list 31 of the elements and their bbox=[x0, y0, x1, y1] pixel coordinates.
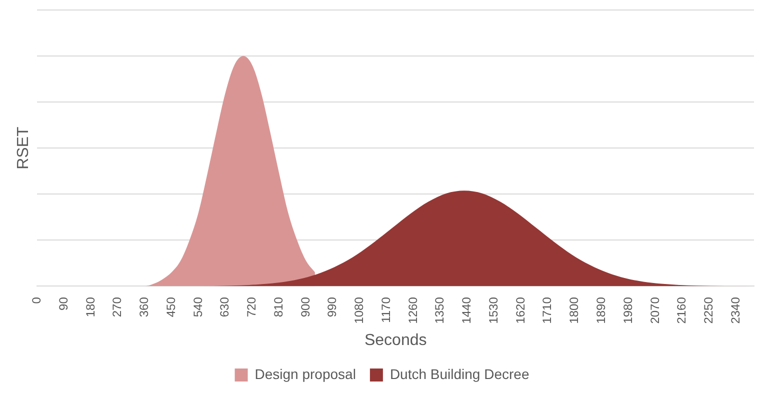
x-tick-label: 1620 bbox=[513, 296, 528, 324]
x-tick-label: 450 bbox=[164, 296, 178, 318]
x-tick-label: 1710 bbox=[540, 296, 554, 324]
x-tick-label: 270 bbox=[110, 296, 124, 318]
x-tick-label: 1080 bbox=[352, 296, 366, 324]
x-tick-label: 990 bbox=[325, 296, 340, 318]
x-tick-label: 2160 bbox=[674, 296, 689, 324]
x-tick-label: 900 bbox=[298, 296, 312, 318]
x-tick-label: 1170 bbox=[378, 296, 393, 323]
x-tick-label: 360 bbox=[137, 296, 152, 318]
x-tick-label: 1440 bbox=[460, 296, 474, 324]
x-tick-label: 2340 bbox=[728, 296, 742, 324]
x-tick-label: 1530 bbox=[486, 296, 500, 324]
x-tick-label: 720 bbox=[244, 296, 259, 318]
x-tick-label: 1800 bbox=[567, 296, 582, 324]
legend-label: Dutch Building Decree bbox=[390, 366, 530, 382]
x-tick-label: 1260 bbox=[406, 296, 420, 324]
x-tick-label: 90 bbox=[56, 296, 70, 310]
x-tick-label: 2070 bbox=[648, 296, 662, 324]
x-tick-label: 1890 bbox=[594, 296, 608, 324]
x-tick-label: 1350 bbox=[432, 296, 447, 324]
x-tick-label: 2250 bbox=[702, 296, 716, 324]
x-tick-label: 0 bbox=[30, 296, 44, 304]
x-tick-label: 180 bbox=[83, 296, 98, 318]
x-tick-label: 1980 bbox=[620, 296, 635, 324]
x-tick-label: 810 bbox=[271, 296, 286, 318]
x-tick-label: 540 bbox=[190, 296, 205, 318]
x-axis-title: Seconds bbox=[364, 332, 427, 349]
legend-label: Design proposal bbox=[254, 366, 356, 382]
x-tick-label: 630 bbox=[218, 296, 232, 318]
y-axis-title: RSET bbox=[15, 126, 32, 170]
